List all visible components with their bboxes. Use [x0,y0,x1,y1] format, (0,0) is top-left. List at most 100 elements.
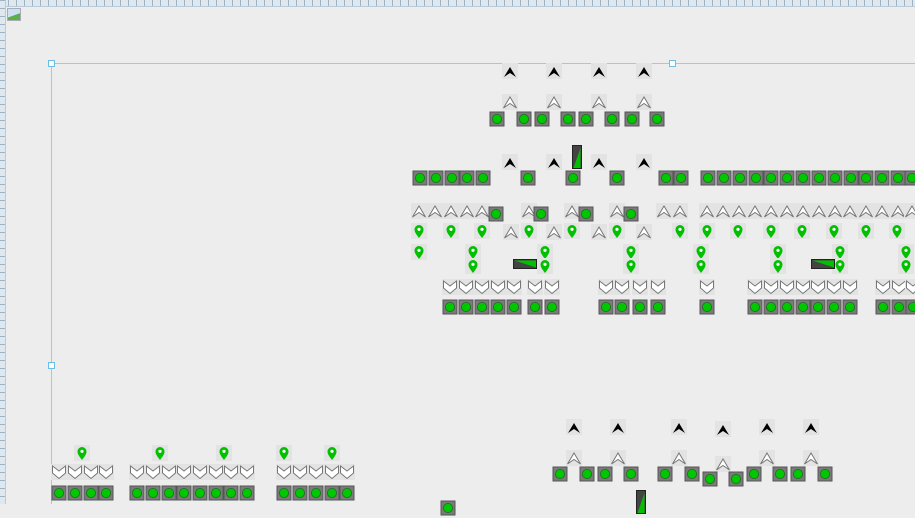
chevron-down-white-icon[interactable] [614,279,630,295]
led-green-icon[interactable] [657,466,673,482]
chevron-up-black-icon[interactable] [636,63,652,79]
led-green-icon[interactable] [83,485,99,501]
map-pin-icon[interactable] [411,223,427,239]
led-green-icon[interactable] [534,111,550,127]
led-green-icon[interactable] [827,170,843,186]
chevron-down-white-icon[interactable] [324,464,340,480]
chevron-down-white-icon[interactable] [308,464,324,480]
led-green-icon[interactable] [763,299,779,315]
chevron-up-white-icon[interactable] [779,203,795,219]
map-pin-icon[interactable] [623,244,639,260]
led-green-icon[interactable] [699,299,715,315]
led-green-icon[interactable] [811,170,827,186]
led-green-icon[interactable] [324,485,340,501]
chevron-up-white-icon[interactable] [636,224,652,240]
chevron-up-white-icon[interactable] [731,203,747,219]
chevron-down-white-icon[interactable] [292,464,308,480]
chevron-down-white-icon[interactable] [83,464,99,480]
led-green-icon[interactable] [490,299,506,315]
chevron-down-white-icon[interactable] [339,464,355,480]
led-green-icon[interactable] [292,485,308,501]
map-pin-icon[interactable] [794,223,810,239]
led-green-icon[interactable] [506,299,522,315]
chevron-up-white-icon[interactable] [521,203,537,219]
map-pin-icon[interactable] [443,223,459,239]
map-pin-icon[interactable] [693,244,709,260]
chevron-down-white-icon[interactable] [176,464,192,480]
map-pin-icon[interactable] [411,244,427,260]
chevron-up-white-icon[interactable] [609,203,625,219]
map-pin-icon[interactable] [832,258,848,274]
map-pin-icon[interactable] [465,258,481,274]
chevron-up-white-icon[interactable] [904,203,915,219]
level-bar-vertical-icon[interactable] [636,490,646,514]
resize-handle[interactable] [48,362,55,369]
chevron-down-white-icon[interactable] [699,279,715,295]
led-green-icon[interactable] [748,170,764,186]
chevron-down-white-icon[interactable] [598,279,614,295]
led-green-icon[interactable] [520,170,536,186]
chevron-down-white-icon[interactable] [490,279,506,295]
led-green-icon[interactable] [527,299,543,315]
map-pin-icon[interactable] [74,445,90,461]
chevron-down-white-icon[interactable] [239,464,255,480]
map-pin-icon[interactable] [770,258,786,274]
led-green-icon[interactable] [308,485,324,501]
chevron-up-white-icon[interactable] [502,94,518,110]
led-green-icon[interactable] [442,299,458,315]
led-green-icon[interactable] [810,299,826,315]
led-green-icon[interactable] [624,111,640,127]
chevron-up-white-icon[interactable] [474,203,490,219]
map-pin-icon[interactable] [623,258,639,274]
chevron-down-white-icon[interactable] [747,279,763,295]
chevron-down-white-icon[interactable] [905,279,915,295]
led-green-icon[interactable] [795,299,811,315]
led-green-icon[interactable] [905,299,915,315]
led-green-icon[interactable] [732,170,748,186]
chevron-down-white-icon[interactable] [442,279,458,295]
led-green-icon[interactable] [544,299,560,315]
map-pin-icon[interactable] [537,244,553,260]
led-green-icon[interactable] [459,170,475,186]
chevron-down-white-icon[interactable] [51,464,67,480]
led-green-icon[interactable] [239,485,255,501]
map-pin-icon[interactable] [898,258,914,274]
led-green-icon[interactable] [412,170,428,186]
chevron-up-white-icon[interactable] [459,203,475,219]
chevron-up-white-icon[interactable] [795,203,811,219]
chevron-up-black-icon[interactable] [502,154,518,170]
led-green-icon[interactable] [161,485,177,501]
chevron-up-white-icon[interactable] [858,203,874,219]
chevron-up-black-icon[interactable] [591,154,607,170]
led-green-icon[interactable] [673,170,689,186]
chevron-up-white-icon[interactable] [874,203,890,219]
led-green-icon[interactable] [843,170,859,186]
map-pin-icon[interactable] [276,445,292,461]
chevron-down-white-icon[interactable] [842,279,858,295]
led-green-icon[interactable] [579,466,595,482]
map-pin-icon[interactable] [537,258,553,274]
chevron-down-white-icon[interactable] [192,464,208,480]
chevron-down-white-icon[interactable] [650,279,666,295]
map-pin-icon[interactable] [216,445,232,461]
led-green-icon[interactable] [650,299,666,315]
chevron-up-white-icon[interactable] [591,224,607,240]
chevron-up-white-icon[interactable] [610,450,626,466]
led-green-icon[interactable] [598,299,614,315]
chevron-up-black-icon[interactable] [566,419,582,435]
led-green-icon[interactable] [795,170,811,186]
led-green-icon[interactable] [875,299,891,315]
chevron-down-white-icon[interactable] [875,279,891,295]
led-green-icon[interactable] [891,299,907,315]
map-pin-icon[interactable] [763,223,779,239]
chevron-down-white-icon[interactable] [223,464,239,480]
led-green-icon[interactable] [842,299,858,315]
chevron-down-white-icon[interactable] [779,279,795,295]
led-green-icon[interactable] [684,466,700,482]
chevron-up-white-icon[interactable] [546,94,562,110]
led-green-icon[interactable] [904,170,915,186]
led-green-icon[interactable] [746,466,762,482]
chevron-up-white-icon[interactable] [699,203,715,219]
chevron-up-white-icon[interactable] [763,203,779,219]
chevron-down-white-icon[interactable] [763,279,779,295]
